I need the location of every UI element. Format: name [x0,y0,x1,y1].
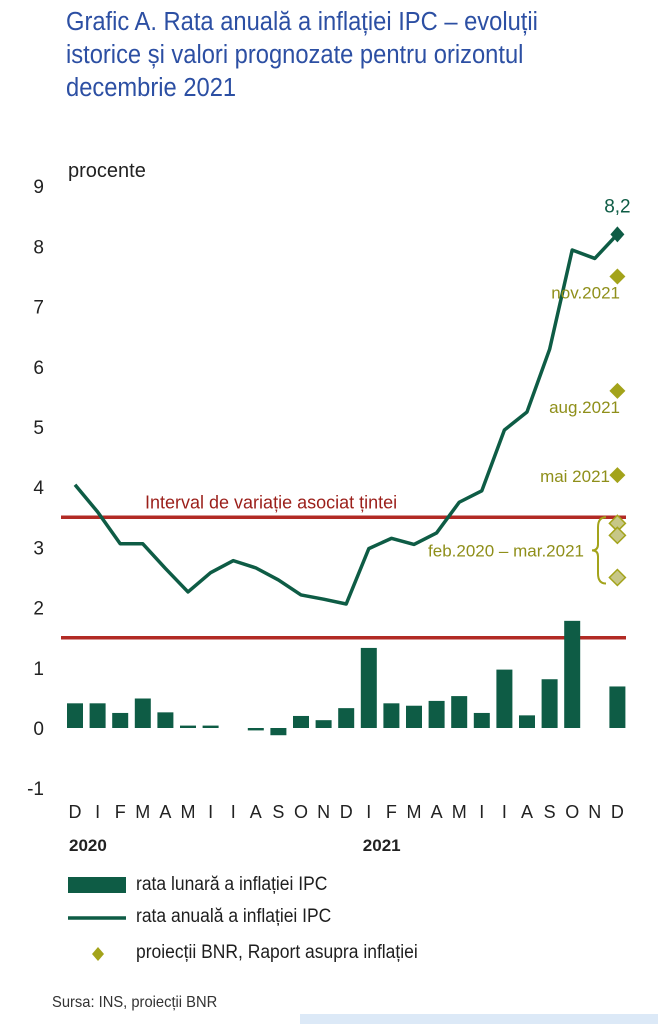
monthly-bar [315,720,332,728]
y-tick-label: 3 [33,538,44,559]
x-tick-label: M [181,802,196,822]
x-tick-label: I [208,802,213,822]
monthly-bar [180,725,196,728]
monthly-bar [157,712,174,728]
projection-marker [609,382,626,399]
x-tick-label: N [317,802,330,822]
projection-marker [609,467,626,484]
x-tick-label: O [565,802,579,822]
x-tick-label: A [250,802,262,822]
legend-line-icon [68,916,126,920]
monthly-bar [473,712,490,728]
monthly-bar [541,679,558,728]
x-tick-label: S [272,802,284,822]
legend-diamond-label: proiecții BNR, Raport asupra inflației [136,942,418,963]
end-point-marker [610,226,625,243]
monthly-bar [406,705,422,728]
projection-label: nov.2021 [551,284,620,303]
y-tick-label: 4 [33,478,44,499]
projection-brace [591,516,607,585]
y-tick-label: 9 [33,177,44,198]
y-tick-label: 1 [33,659,44,680]
y-tick-label: 7 [33,298,44,319]
x-tick-label: D [340,802,353,822]
x-tick-label: I [479,802,484,822]
projection-label: aug.2021 [549,398,620,417]
x-tick-label: I [366,802,371,822]
x-year-label: 2020 [69,836,107,855]
x-tick-label: O [294,802,308,822]
target-band-label: Interval de variație asociat țintei [145,492,397,512]
monthly-bar [383,703,400,728]
monthly-bar [67,703,83,728]
annual-line: 8,2 [73,196,631,606]
y-tick-label: 8 [33,237,44,258]
monthly-bar [134,698,151,728]
x-tick-label: A [431,802,443,822]
x-year-label: 2021 [363,836,401,855]
monthly-bar [112,712,129,728]
monthly-bar [338,708,355,728]
x-tick-label: S [544,802,556,822]
y-tick-label: 5 [33,418,44,439]
y-axis-label: procente [68,160,146,182]
x-tick-label: M [452,802,467,822]
monthly-bar [360,647,377,728]
legend-bar-icon [68,877,126,893]
legend-bar-label: rata lunară a inflației IPC [136,874,328,895]
y-tick-label: 6 [33,358,44,379]
monthly-bar [451,696,468,728]
monthly-bar [270,728,287,736]
legend-diamond-icon [92,947,104,961]
monthly-bar [89,703,106,728]
x-tick-label: I [95,802,100,822]
annual-rate-line [73,233,619,606]
projections: nov.2021 aug.2021 mai 2021 feb.2020 – mar.2… [428,268,627,587]
end-value-label: 8,2 [604,196,630,217]
y-tick-label: 0 [33,719,44,740]
monthly-bar [428,700,445,728]
monthly-bar [293,715,309,728]
y-tick-label: 2 [33,599,44,620]
y-tick-label: -1 [27,779,44,800]
monthly-bar [519,715,535,728]
x-tick-label: D [611,802,624,822]
target-band: Interval de variație asociat țintei [61,492,626,640]
monthly-bar [496,669,513,728]
projection-marker [609,268,626,285]
x-tick-label: F [115,802,126,822]
monthly-bar [247,728,264,731]
x-tick-label: I [231,802,236,822]
chart-title: Grafic A. Rata anuală a inflației IPC – … [66,8,538,102]
x-tick-label: N [588,802,601,822]
monthly-bar [609,686,626,728]
x-tick-label: M [407,802,422,822]
x-tick-label: A [521,802,533,822]
x-tick-label: D [69,802,82,822]
x-tick-label: I [502,802,507,822]
x-tick-label: M [135,802,150,822]
projection-label: feb.2020 – mar.2021 [428,541,584,560]
projection-marker [608,568,627,587]
legend-line-label: rata anuală a inflației IPC [136,906,332,927]
x-tick-label: A [159,802,171,822]
projection-label: mai 2021 [540,467,610,486]
source-note: Sursa: INS, proiecții BNR [52,994,218,1011]
x-tick-label: F [386,802,397,822]
monthly-bar [202,725,219,728]
y-axis: -1 0 1 2 3 4 5 6 7 8 9 [27,177,44,800]
monthly-bars [67,620,626,736]
projection-marker [608,526,627,545]
monthly-bar [564,620,581,728]
footer-decoration [300,1014,658,1024]
